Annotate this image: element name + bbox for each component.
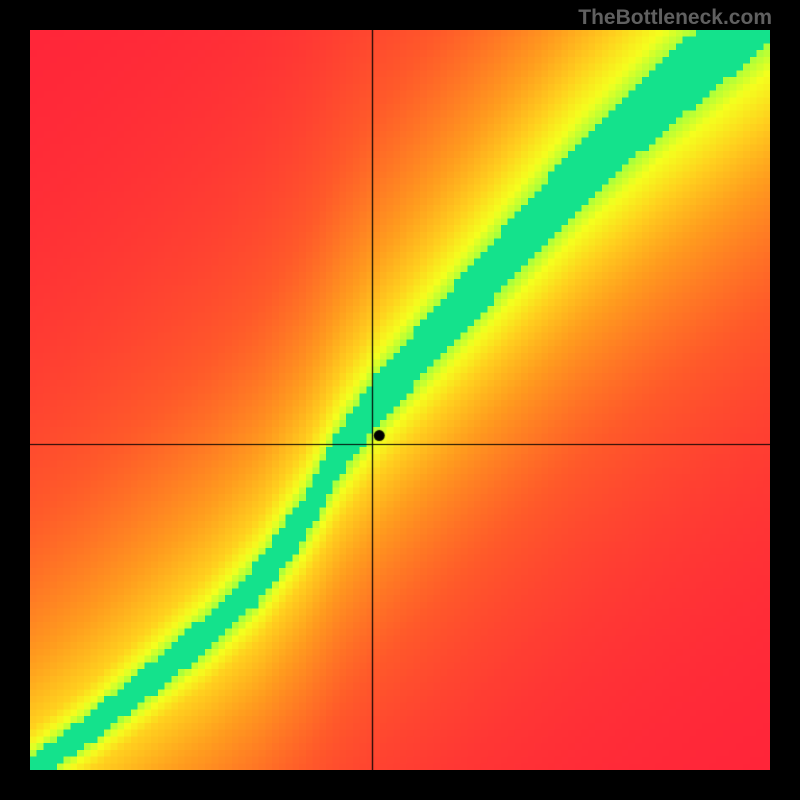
chart-stage: TheBottleneck.com — [0, 0, 800, 800]
watermark-text: TheBottleneck.com — [578, 6, 772, 30]
crosshair-overlay — [30, 30, 770, 770]
